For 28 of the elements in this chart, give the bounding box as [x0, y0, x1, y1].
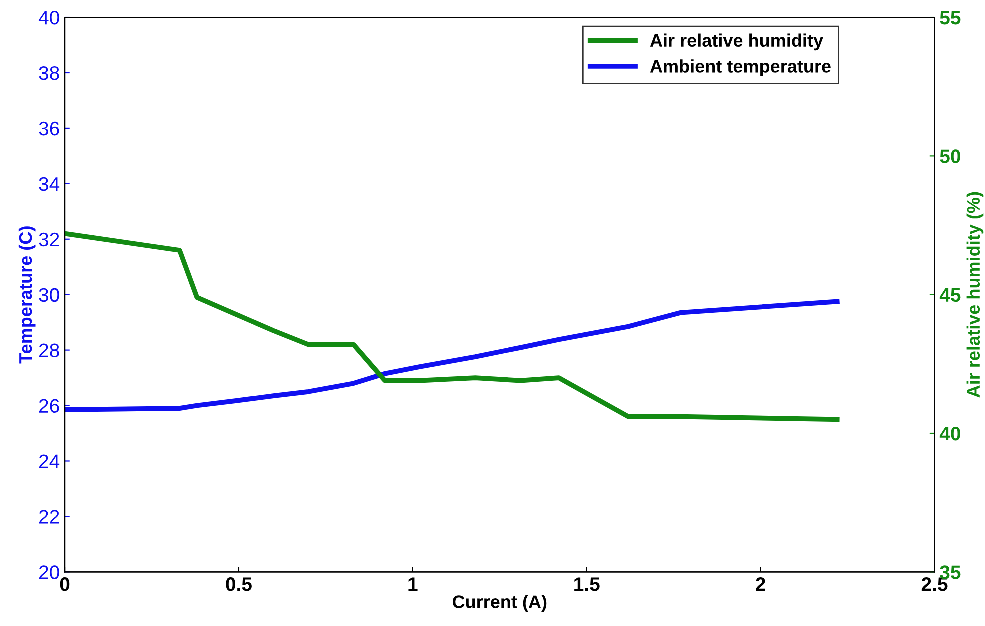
line-series: [65, 231, 840, 422]
x-tick-label: 0: [60, 578, 70, 592]
y-tick-label: 30: [39, 288, 60, 302]
y-tick-label: 34: [39, 177, 60, 192]
y-tick-label: 22: [40, 510, 60, 524]
y-axis-title: Temperature (C): [18, 226, 36, 364]
y-tick-label: 24: [40, 454, 60, 468]
line-series: [65, 299, 840, 412]
x-tick-label: 2: [756, 578, 766, 592]
x-axis-title: Current (A): [452, 595, 547, 612]
y2-axis-title: Air relative humidity (%): [966, 192, 984, 398]
y-tick-label: 26: [40, 399, 60, 414]
legend-label: Air relative humidity: [650, 34, 824, 51]
x-tick-label: 1.5: [574, 578, 600, 592]
y-tick-label: 38: [39, 66, 60, 80]
y2-tick-label: 45: [940, 288, 961, 302]
y2-tick-label: 50: [940, 150, 960, 164]
legend-label: Ambient temperature: [650, 60, 831, 76]
y2-tick-label: 55: [940, 11, 961, 25]
y-tick-label: 20: [40, 566, 60, 580]
x-tick-label: 0.5: [226, 578, 252, 592]
y2-tick-label: 35: [940, 566, 961, 580]
x-tick-label: 1: [408, 578, 418, 592]
y2-tick-label: 40: [940, 426, 960, 441]
y-tick-label: 32: [39, 232, 60, 247]
y-tick-label: 40: [38, 10, 60, 25]
y-tick-label: 28: [40, 344, 60, 358]
y-tick-label: 36: [39, 122, 60, 136]
